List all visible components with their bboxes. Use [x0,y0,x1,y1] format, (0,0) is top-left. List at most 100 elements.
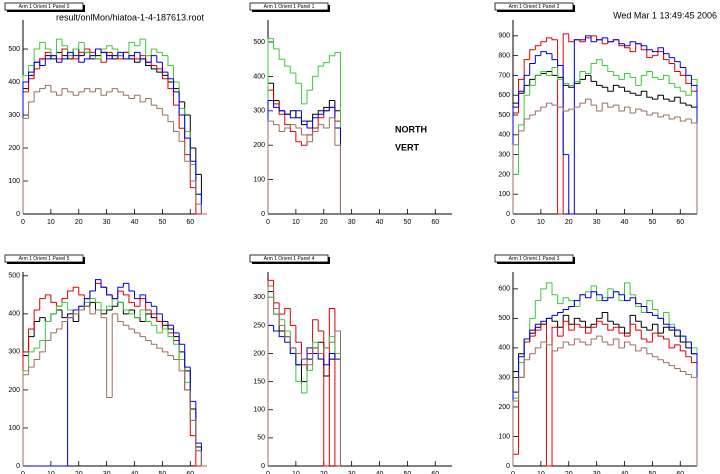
x-tick-label: 60 [186,471,194,474]
histogram-bin [150,55,157,63]
histogram-bin [562,341,569,348]
histogram-bin [657,51,664,56]
histogram-bin [551,67,558,76]
x-tick-label: 40 [621,471,629,474]
histogram-bin [551,344,558,352]
x-tick-label: 40 [376,471,384,474]
histogram-bin [685,336,692,343]
x-tick-label: 10 [292,471,300,474]
x-tick-label: 0 [21,471,25,474]
histogram-bin [67,313,74,318]
histogram-bin [545,71,553,76]
histogram-bin [529,49,536,60]
y-tick-label: 0 [506,211,510,218]
histogram-bin [523,338,530,357]
histogram-bin [635,77,642,86]
x-tick-label: 50 [403,219,411,226]
y-tick-label: 400 [498,345,510,352]
histogram-bin [61,39,68,47]
histogram-bin [156,55,163,63]
histogram-bin [635,315,642,322]
histogram-bin [601,294,608,302]
histogram-bin [590,291,597,298]
histogram-bin [61,310,68,319]
histogram-bin [663,74,670,80]
y-tick-label: 600 [498,286,510,293]
histogram-bin [39,62,46,67]
histogram-bin [596,59,603,64]
panel-title: Arm 1 Orient 1 Panel 1 [264,4,315,10]
x-tick-label: 50 [648,471,656,474]
histogram-bin [317,353,324,360]
histogram-bin [579,294,586,301]
histogram-bin [596,81,603,86]
histogram-bin [590,326,597,334]
histogram-bin [28,71,35,83]
histogram-bin [128,310,135,315]
histogram-bin [635,297,642,305]
histogram-bin [679,330,686,337]
y-tick-label: 400 [8,79,20,86]
y-tick-label: 0 [16,463,20,470]
histogram-bin [618,39,625,45]
histogram-bin [674,327,681,331]
histogram-bin [551,318,558,322]
histogram-bin [44,84,51,89]
y-tick-label: 100 [253,176,265,183]
histogram-bin [295,325,302,343]
x-tick-label: 40 [621,219,629,226]
histogram-bin [111,313,118,398]
histogram-bin [685,350,692,358]
histogram-bin [28,328,35,352]
histogram-bin [317,319,324,332]
histogram-bin [523,94,530,125]
histogram-bin [607,297,614,301]
histogram-bin [323,359,330,366]
histogram-bin [83,298,90,307]
histogram-bin [328,308,335,466]
histogram-bin [562,107,569,112]
histogram-bin [122,321,129,326]
histogram-bin [557,347,564,351]
histogram-bin [646,111,653,116]
histogram-bin [334,330,341,466]
histogram-bin [28,366,35,375]
y-tick-label: 50 [257,435,265,442]
histogram-bin [295,347,302,355]
histogram-bin [173,355,180,360]
histogram-bin [534,300,541,319]
histogram-bin [83,42,90,53]
histogram-bin [624,43,631,47]
histogram-bin [200,450,207,467]
x-tick-label: 30 [103,471,111,474]
histogram-bin [317,347,324,355]
histogram-bin [122,302,129,311]
histogram-bin [167,329,174,338]
histogram-bin [601,85,608,88]
histogram-bin [278,308,285,326]
histogram-bin [122,282,129,288]
histogram-bin [145,294,152,303]
histogram-bin [94,88,102,92]
y-tick-label: 300 [498,374,510,381]
histogram-bin [629,91,636,94]
histogram-bin [679,368,686,373]
histogram-bin [601,311,608,319]
histogram-bin [173,121,180,133]
histogram-bin [557,59,564,67]
histogram-bin [139,294,146,299]
histogram-bin [117,55,124,60]
y-tick-label: 600 [498,92,510,99]
histogram-bin [651,112,658,116]
histogram-bin [128,55,135,59]
histogram-bin [44,294,51,299]
y-tick-label: 800 [498,52,510,59]
histogram-bin [518,130,525,145]
y-tick-label: 900 [498,33,510,40]
histogram-bin [317,124,324,132]
histogram-bin [128,294,135,303]
histogram-bin [607,288,614,298]
x-tick-label: 30 [593,471,601,474]
histogram-bin [44,320,51,341]
